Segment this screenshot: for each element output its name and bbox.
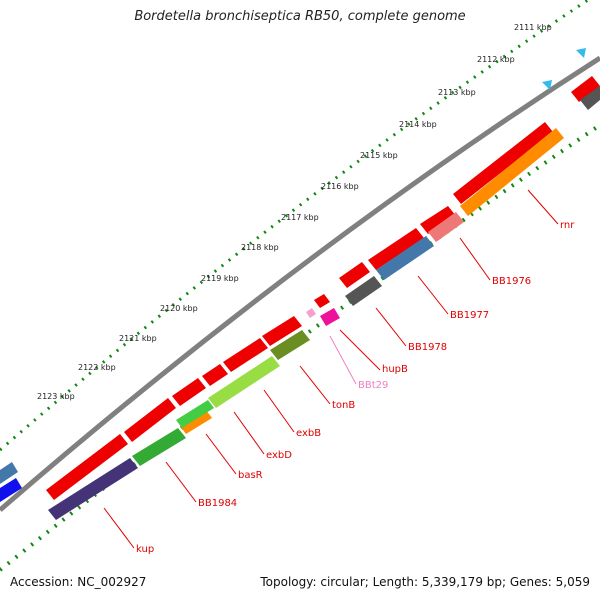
forward-strand-features (46, 76, 600, 500)
kbp-label-2115: 2115 kbp (360, 151, 398, 160)
kbp-tick-labels: 2111 kbp 2112 kbp 2113 kbp 2114 kbp 2115… (37, 23, 552, 401)
gene-feature-tonB (270, 330, 310, 360)
kbp-label-2120: 2120 kbp (160, 304, 198, 313)
gene-label-BB1984: BB1984 (198, 498, 237, 509)
tick-marker-icon (542, 80, 552, 90)
leader-basR (205, 433, 237, 475)
cds-feature (202, 364, 228, 386)
gene-feature-hupB (320, 308, 340, 326)
gene-feature-basR (180, 410, 212, 434)
kbp-label-2113: 2113 kbp (438, 88, 476, 97)
gene-feature-partial (580, 86, 600, 110)
label-leader-lines (103, 189, 559, 549)
cds-feature (0, 478, 22, 502)
kbp-label-2122: 2122 kbp (78, 363, 116, 372)
gene-label-BB1976: BB1976 (492, 276, 531, 287)
kbp-label-2116: 2116 kbp (321, 182, 359, 191)
gene-feature-BB1976 (428, 212, 464, 242)
leader-BB1978 (375, 307, 407, 347)
leader-BBt29 (329, 335, 357, 385)
gene-label-BB1977: BB1977 (450, 310, 489, 321)
gene-feature-BB1984 (132, 428, 186, 466)
gene-feature-rnr (460, 128, 564, 216)
cds-feature (172, 378, 206, 406)
gene-labels: rnr BB1976 BB1977 BB1978 hupB BBt29 tonB… (136, 220, 575, 555)
cds-feature (223, 338, 268, 372)
cds-feature (571, 76, 600, 102)
kbp-label-2118: 2118 kbp (241, 243, 279, 252)
cds-feature (420, 206, 456, 234)
gene-label-rnr: rnr (560, 220, 575, 231)
gene-strand-features (48, 86, 600, 520)
leader-exbD (233, 411, 265, 455)
inner-ruler-dots (0, 123, 600, 572)
gene-label-BB1978: BB1978 (408, 342, 447, 353)
tick-marker-icon (576, 48, 586, 58)
leader-rnr (527, 189, 559, 225)
kbp-label-2111: 2111 kbp (514, 23, 552, 32)
kbp-label-2112: 2112 kbp (477, 55, 515, 64)
topology-text: Topology: circular; Length: 5,339,179 bp… (260, 575, 590, 589)
kbp-label-2121: 2121 kbp (119, 334, 157, 343)
gene-label-hupB: hupB (382, 364, 408, 375)
gene-label-BBt29: BBt29 (358, 380, 388, 391)
gene-label-kup: kup (136, 544, 154, 555)
outer-ruler-dots (0, 0, 589, 452)
cds-feature (368, 228, 424, 270)
cds-feature (124, 398, 176, 442)
gene-feature-BB1977 (376, 236, 434, 280)
gene-feature-kup (48, 458, 138, 520)
gene-feature-exbB (208, 356, 280, 408)
kbp-label-2119: 2119 kbp (201, 274, 239, 283)
gene-label-exbB: exbB (296, 428, 321, 439)
gene-feature-BBt29 (306, 308, 316, 318)
gene-feature-BB1978 (345, 276, 382, 306)
leader-BB1976 (459, 237, 491, 281)
gene-feature-exbD (176, 400, 214, 428)
leader-BB1984 (165, 461, 197, 503)
map-title: Bordetella bronchiseptica RB50, complete… (134, 9, 466, 24)
kbp-label-2117: 2117 kbp (281, 213, 319, 222)
backbone-arc (0, 55, 600, 512)
cds-feature (262, 316, 302, 346)
cds-feature (339, 262, 370, 288)
kbp-label-2123: 2123 kbp (37, 392, 75, 401)
leader-tonB (299, 365, 331, 405)
leader-exbB (263, 389, 295, 433)
leader-kup (103, 507, 135, 549)
cds-feature (314, 294, 330, 308)
cds-feature (46, 434, 128, 500)
cds-feature (453, 122, 553, 204)
gene-label-basR: basR (238, 470, 263, 481)
leader-hupB (339, 329, 381, 371)
gene-label-tonB: tonB (332, 400, 355, 411)
leader-BB1977 (417, 275, 449, 315)
gene-label-exbD: exbD (266, 450, 292, 461)
accession-text: Accession: NC_002927 (10, 575, 147, 589)
cds-feature (0, 462, 18, 484)
kbp-label-2114: 2114 kbp (399, 120, 437, 129)
